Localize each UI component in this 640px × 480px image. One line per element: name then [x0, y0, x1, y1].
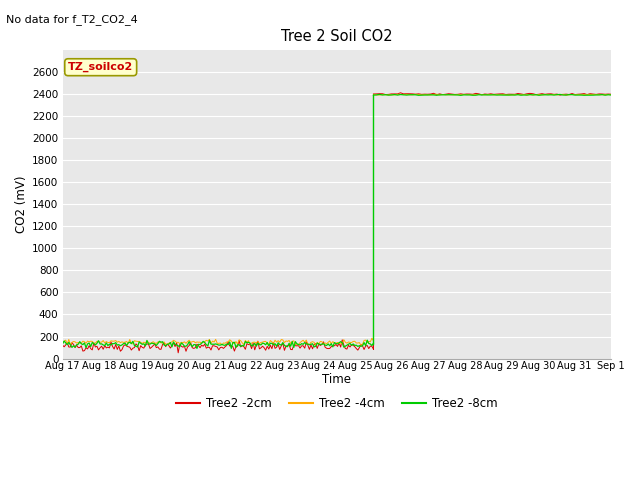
Legend: Tree2 -2cm, Tree2 -4cm, Tree2 -8cm: Tree2 -2cm, Tree2 -4cm, Tree2 -8cm — [172, 392, 502, 414]
Y-axis label: CO2 (mV): CO2 (mV) — [15, 175, 28, 233]
Text: TZ_soilco2: TZ_soilco2 — [68, 62, 133, 72]
Title: Tree 2 Soil CO2: Tree 2 Soil CO2 — [281, 29, 393, 44]
Text: No data for f_T2_CO2_4: No data for f_T2_CO2_4 — [6, 14, 138, 25]
X-axis label: Time: Time — [323, 373, 351, 386]
